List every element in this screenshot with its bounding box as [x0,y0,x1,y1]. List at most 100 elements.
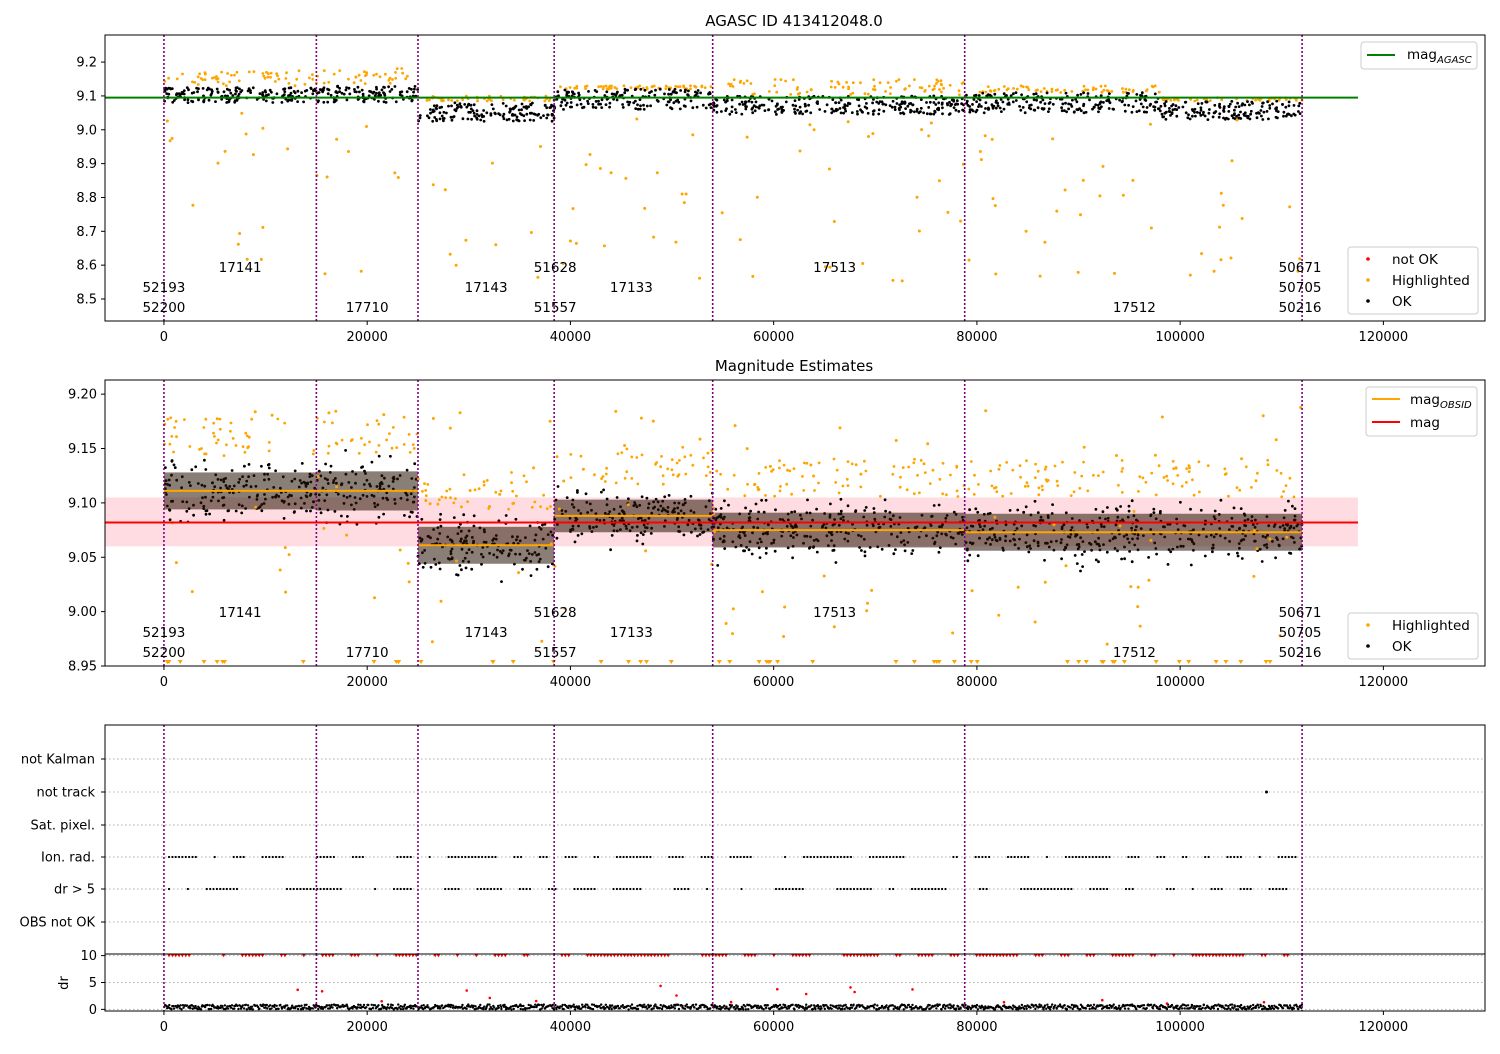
highlighted-point [449,496,452,499]
ok-point [1065,92,1068,95]
highlighted-point [271,414,274,417]
highlighted-point [652,420,655,423]
ok-point [463,103,466,106]
y-tick-label: dr > 5 [54,883,95,898]
ok-point [1214,510,1217,513]
ok-point [1043,107,1046,110]
highlighted-point [166,120,169,123]
ok-point [577,534,580,537]
highlighted-point [498,493,501,496]
ok-point [609,548,612,551]
legend-bottom: Highlighted OK [1348,613,1478,659]
ok-point [465,567,468,570]
highlighted-point [859,486,862,489]
highlighted-point [731,632,734,635]
highlighted-point [440,600,443,603]
ok-point [439,111,442,114]
highlighted-point [1040,90,1043,93]
flag-point [406,856,408,858]
highlighted-point [979,91,982,94]
flag-point [551,888,553,890]
ok-point [443,111,446,114]
dr-point [520,1008,522,1010]
ok-point [980,105,983,108]
dr-point [911,1004,913,1006]
clipped-point-marker [1268,660,1273,664]
clipped-point-marker [669,660,674,664]
flag-point [956,856,958,858]
dr-point [723,1005,725,1007]
ok-point [1261,105,1264,108]
ok-point [1248,104,1251,107]
highlighted-point [169,443,172,446]
ok-point [1012,92,1015,95]
ok-point [728,113,731,116]
flag-point [1020,856,1022,858]
ok-point [670,93,673,96]
flag-point [333,888,335,890]
ok-point [861,111,864,114]
ok-point [968,508,971,511]
flag-point [577,888,579,890]
ok-point [970,108,973,111]
dr-point [245,1004,247,1006]
highlighted-point [447,99,450,102]
ok-point [1204,555,1207,558]
flag-point [1237,856,1239,858]
highlighted-point [1275,438,1278,441]
ok-point [592,106,595,109]
highlighted-point [360,270,363,273]
highlighted-point [1133,510,1136,513]
ok-point [1067,103,1070,106]
ok-point [216,88,219,91]
clipped-point-marker [1177,660,1182,664]
flag-point [1281,856,1283,858]
dr-point [209,1004,211,1006]
ok-point [920,98,923,101]
flag-point [239,856,241,858]
highlighted-point [1227,495,1230,498]
highlighted-point [678,473,681,476]
ok-point [776,108,779,111]
obsid-label: 52193 [142,280,185,296]
ok-point [435,107,438,110]
flag-point [902,856,904,858]
highlighted-point [1181,485,1184,488]
flag-point [168,888,170,890]
ok-point [570,106,573,109]
highlighted-point [238,79,241,82]
x-tick-label: 20000 [347,330,388,345]
ok-point [730,110,733,113]
highlighted-point [363,443,366,446]
ok-point [330,94,333,97]
ok-point [310,87,313,90]
ok-point [1082,104,1085,107]
flag-point [886,856,888,858]
ok-point [1138,109,1141,112]
flag-point [330,856,332,858]
highlighted-point [641,454,644,457]
highlighted-point [920,128,923,131]
highlighted-point [1223,467,1226,470]
highlighted-point [1038,487,1041,490]
highlighted-point [334,410,337,413]
highlighted-point [531,506,534,509]
highlighted-point [674,241,677,244]
flag-point [876,856,878,858]
ok-point [976,109,979,112]
ok-point [383,100,386,103]
obsid-label: 17141 [219,260,262,276]
ok-point [343,93,346,96]
ok-point [492,108,495,111]
highlighted-point [679,85,682,88]
flag-point [928,888,930,890]
highlighted-point [733,474,736,477]
ok-point [1127,92,1130,95]
ok-point [1218,112,1221,115]
ok-point [927,106,930,109]
ok-point [1147,556,1150,559]
flag-point [1211,888,1213,890]
highlighted-point [945,493,948,496]
highlighted-point [491,162,494,165]
highlighted-point [1193,494,1196,497]
